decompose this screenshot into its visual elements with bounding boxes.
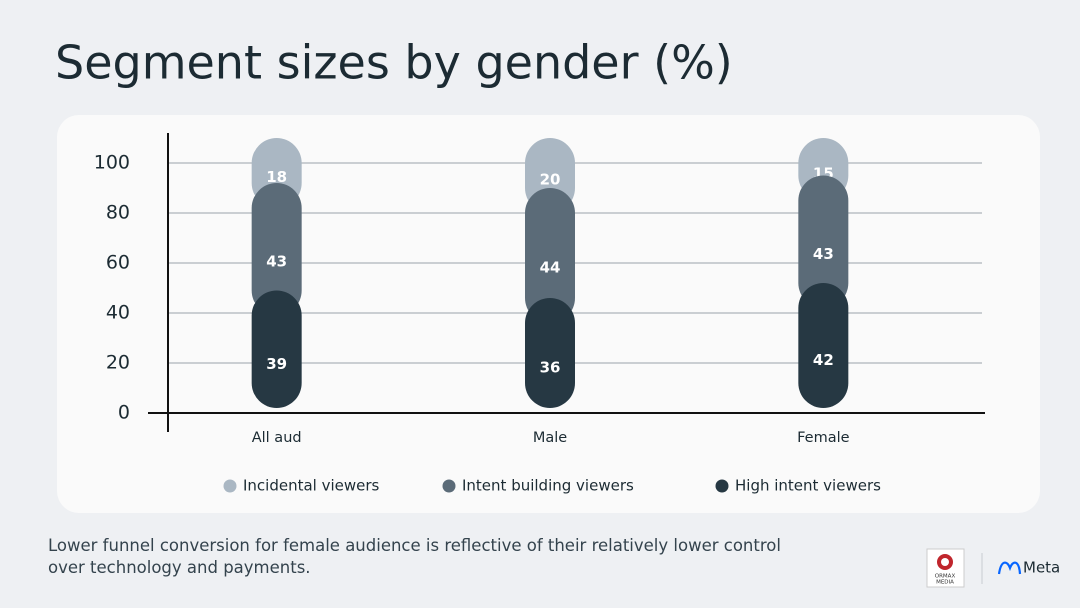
- bar-segment: [798, 175, 849, 308]
- bar-segment: [251, 290, 302, 408]
- x-tick-label: All aud: [252, 430, 302, 446]
- meta-icon: [997, 561, 1022, 575]
- legend-label: Intent building viewers: [462, 477, 634, 495]
- y-tick-label: 40: [106, 302, 130, 324]
- chart-title: Segment sizes by gender (%): [55, 36, 733, 90]
- legend-label: Incidental viewers: [243, 477, 380, 495]
- data-label: 44: [540, 259, 561, 277]
- y-tick-label: 0: [118, 402, 130, 424]
- y-tick-label: 20: [106, 352, 130, 374]
- y-tick-label: 60: [106, 252, 130, 274]
- y-tick-label: 80: [106, 202, 130, 224]
- x-tick-label: Female: [797, 430, 850, 446]
- data-label: 43: [266, 252, 287, 270]
- bar-segment: [251, 183, 302, 316]
- ormax-text: ORMAX: [935, 574, 956, 580]
- data-label: 18: [266, 168, 287, 186]
- footnote-line: Lower funnel conversion for female audie…: [48, 536, 781, 555]
- ormax-text: MEDIA: [936, 580, 954, 586]
- bar-segment: [525, 298, 575, 408]
- legend-marker: [223, 479, 237, 493]
- x-tick-label: Male: [533, 430, 567, 446]
- ormax-icon: [941, 558, 949, 566]
- footnote-line: over technology and payments.: [48, 558, 311, 577]
- data-label: 42: [813, 351, 834, 369]
- y-tick-label: 100: [94, 152, 130, 174]
- data-label: 36: [540, 359, 561, 377]
- data-label: 39: [266, 355, 287, 373]
- plot: 0 20 40 60 80 100 All aud 18 43 39 Male 20 44 36 Femal…: [94, 133, 985, 495]
- footnote: Lower funnel conversion for female audie…: [48, 536, 781, 577]
- data-label: 20: [540, 171, 561, 189]
- legend-marker: [442, 479, 456, 493]
- meta-text: Meta: [1023, 559, 1060, 577]
- bar-segment: [798, 283, 849, 408]
- data-label: 43: [813, 245, 834, 263]
- legend-label: High intent viewers: [735, 477, 881, 495]
- bar-segment: [525, 188, 575, 323]
- legend-marker: [715, 479, 729, 493]
